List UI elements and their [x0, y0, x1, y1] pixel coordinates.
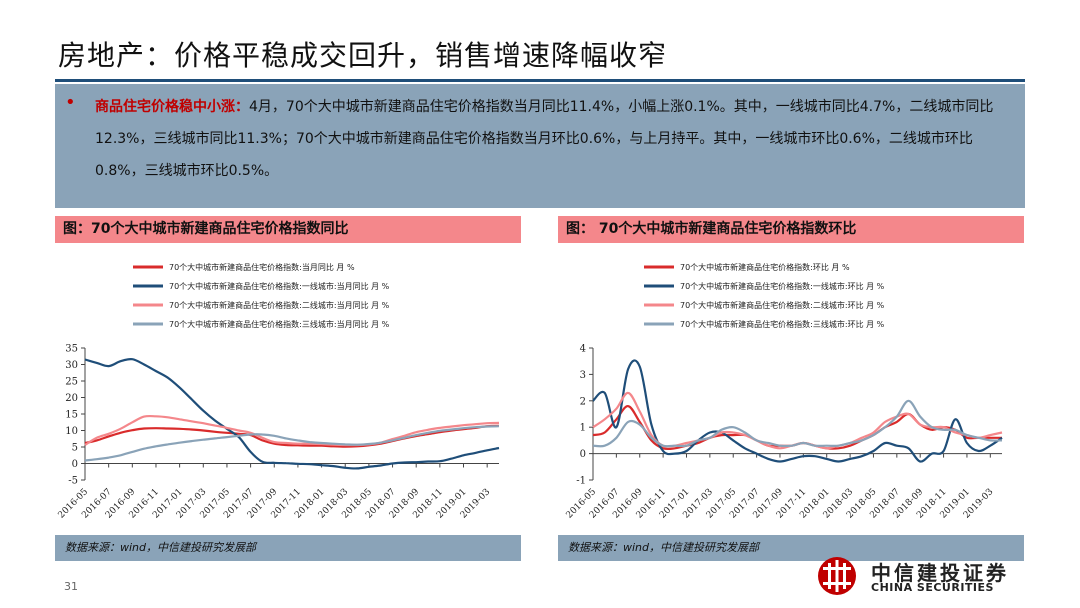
series-line-2	[84, 414, 500, 447]
logo-emblem-icon	[818, 557, 856, 595]
legend-label: 70个大中城市新建商品住宅价格指数:一线城市:环比 月 %	[680, 281, 885, 291]
logo-en-text: CHINA SECURITIES	[871, 581, 994, 594]
page-number: 31	[64, 580, 78, 593]
legend-label: 70个大中城市新建商品住宅价格指数:一线城市:当月同比 月 %	[169, 281, 390, 291]
y-tick-label: 0	[72, 459, 78, 470]
title-divider	[55, 79, 1025, 82]
summary-paragraph: 商品住宅价格稳中小涨：4月，70个大中城市新建商品住宅价格指数当月同比11.4%…	[95, 91, 1015, 187]
series-line-3	[592, 399, 1003, 448]
y-tick-label: 25	[65, 377, 78, 388]
company-logo: 中信建投证券 CHINA SECURITIES	[813, 555, 1028, 597]
left-source-bar: 数据来源：wind，中信建投研究发展部	[55, 535, 521, 561]
y-tick-label: -5	[68, 476, 78, 487]
y-tick-label: -1	[576, 476, 586, 487]
legend-label: 70个大中城市新建商品住宅价格指数:二线城市:环比 月 %	[680, 300, 885, 310]
y-tick-label: 30	[65, 360, 78, 371]
right-chart-header: 图： 70个大中城市新建商品住宅价格指数环比	[558, 216, 1024, 243]
series-line-3	[84, 425, 500, 462]
summary-text: 4月，70个大中城市新建商品住宅价格指数当月同比11.4%，小幅上涨0.1%。其…	[95, 99, 994, 179]
left-chart-header: 图：70个大中城市新建商品住宅价格指数同比	[55, 216, 521, 243]
right-chart-title: 图： 70个大中城市新建商品住宅价格指数环比	[566, 221, 857, 237]
y-tick-label: 15	[65, 410, 78, 421]
y-tick-label: 35	[65, 344, 78, 355]
series-line-0	[84, 424, 500, 448]
page-title: 房地产：价格平稳成交回升，销售增速降幅收窄	[58, 39, 668, 72]
legend-label: 70个大中城市新建商品住宅价格指数:三线城市:环比 月 %	[680, 319, 885, 329]
legend-label: 70个大中城市新建商品住宅价格指数:二线城市:当月同比 月 %	[169, 300, 390, 310]
legend-label: 70个大中城市新建商品住宅价格指数:当月同比 月 %	[169, 262, 355, 272]
y-tick-label: 5	[72, 443, 78, 454]
yoy-line-chart: 70个大中城市新建商品住宅价格指数:当月同比 月 % 70个大中城市新建商品住宅价…	[57, 262, 500, 521]
left-chart-title: 图：70个大中城市新建商品住宅价格指数同比	[63, 221, 349, 237]
summary-highlight: 商品住宅价格稳中小涨：	[95, 99, 249, 115]
y-tick-label: 0	[580, 449, 586, 460]
logo-cn-text: 中信建投证券	[871, 561, 1009, 585]
y-tick-label: 1	[580, 423, 586, 434]
summary-bullet: •	[65, 92, 76, 113]
y-tick-label: 4	[580, 344, 586, 355]
legend-label: 70个大中城市新建商品住宅价格指数:三线城市:当月同比 月 %	[169, 319, 390, 329]
y-tick-label: 10	[65, 426, 78, 437]
y-tick-label: 20	[65, 393, 78, 404]
legend-label: 70个大中城市新建商品住宅价格指数:环比 月 %	[680, 262, 850, 272]
right-source-bar: 数据来源：wind，中信建投研究发展部	[558, 535, 1024, 561]
right-source-text: 数据来源：wind，中信建投研究发展部	[568, 541, 760, 554]
series-line-1	[84, 357, 500, 470]
series-line-1	[592, 359, 1003, 463]
y-tick-label: 3	[580, 370, 586, 381]
mom-line-chart: 70个大中城市新建商品住宅价格指数:环比 月 % 70个大中城市新建商品住宅价格指…	[565, 262, 1003, 521]
y-tick-label: 2	[580, 396, 586, 407]
left-source-text: 数据来源：wind，中信建投研究发展部	[65, 541, 257, 554]
summary-box: • 商品住宅价格稳中小涨：4月，70个大中城市新建商品住宅价格指数当月同比11.…	[55, 84, 1025, 208]
